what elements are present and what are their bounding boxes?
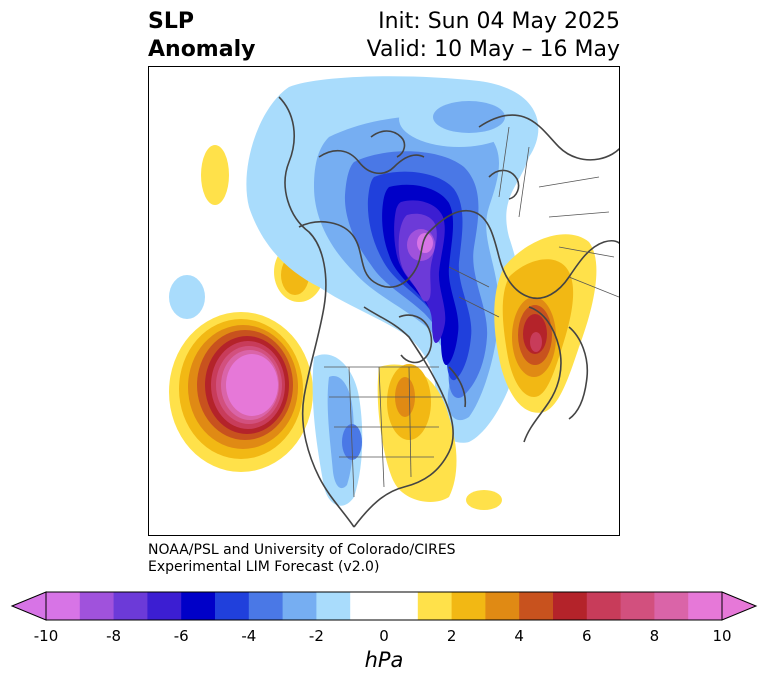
colorbar-tick-label: 4 — [514, 627, 524, 645]
colorbar-tick-label: 2 — [446, 627, 457, 645]
colorbar-tick-label: 10 — [712, 627, 732, 645]
anomaly-arctic-low-9 — [417, 233, 433, 253]
colorbar-tick-label: 0 — [379, 627, 389, 645]
anomaly-eurasia-high-6 — [530, 332, 542, 352]
map-title: SLP Anomaly — [148, 8, 255, 64]
colorbar-extend-low — [10, 591, 47, 621]
colorbar-tick-label: -4 — [241, 627, 257, 645]
colorbar-segment — [586, 592, 622, 620]
borders — [324, 126, 619, 498]
colorbar-segments — [46, 592, 723, 620]
colorbar-segment — [79, 592, 115, 620]
anomaly-pacific-high-9 — [226, 354, 278, 416]
anomaly-map — [169, 76, 619, 528]
colorbar-tick-label: -6 — [173, 627, 189, 645]
title-line-1: SLP — [148, 9, 194, 34]
anomaly-namerica-low-2 — [327, 376, 354, 489]
anomaly-south-high-1 — [466, 490, 502, 510]
credit-text: NOAA/PSL and University of Colorado/CIRE… — [148, 542, 456, 576]
colorbar-segment — [485, 592, 520, 620]
colorbar-segment — [316, 592, 351, 620]
init-date: Init: Sun 04 May 2025 — [378, 9, 620, 34]
colorbar-segment — [282, 592, 317, 620]
credit-line-2: Experimental LIM Forecast (v2.0) — [148, 559, 380, 575]
colorbar-segment — [384, 592, 419, 620]
credit-line-1: NOAA/PSL and University of Colorado/CIRE… — [148, 542, 456, 558]
anomaly-small-high-1 — [201, 145, 229, 205]
colorbar-segment — [688, 592, 723, 620]
colorbar-extend-high — [721, 591, 758, 621]
colorbar-segment — [113, 592, 148, 620]
colorbar-segment — [181, 592, 216, 620]
colorbar-segment — [654, 592, 689, 620]
colorbar-tick-label: -8 — [106, 627, 122, 645]
colorbar-tick-label: -10 — [33, 627, 59, 645]
colorbar-tick-label: 6 — [582, 627, 592, 645]
anomaly-north-low-2 — [433, 101, 505, 133]
colorbar-tick-label: -2 — [308, 627, 324, 645]
colorbar — [10, 591, 758, 621]
colorbar-tick-label: 8 — [649, 627, 660, 645]
colorbar-segment — [147, 592, 182, 620]
colorbar-segment — [46, 592, 81, 620]
colorbar-segment — [451, 592, 486, 620]
anomaly-small-low-1 — [169, 275, 205, 319]
colorbar-segment — [417, 592, 453, 620]
colorbar-segment — [248, 592, 284, 620]
colorbar-segment — [350, 592, 385, 620]
colorbar-outline — [45, 591, 723, 621]
title-line-2: Anomaly — [148, 37, 256, 62]
colorbar-segment — [553, 592, 588, 620]
forecast-dates: Init: Sun 04 May 2025 Valid: 10 May – 16… — [367, 8, 620, 64]
colorbar-unit: hPa — [364, 648, 404, 672]
valid-period: Valid: 10 May – 16 May — [366, 37, 620, 62]
map-panel — [148, 66, 620, 536]
colorbar-ticks: -10 -8 -6 -4 -2 0 2 4 6 8 10 — [0, 627, 768, 647]
colorbar-segment — [620, 592, 655, 620]
colorbar-segment — [215, 592, 250, 620]
colorbar-segment — [519, 592, 554, 620]
coastlines — [278, 96, 619, 528]
